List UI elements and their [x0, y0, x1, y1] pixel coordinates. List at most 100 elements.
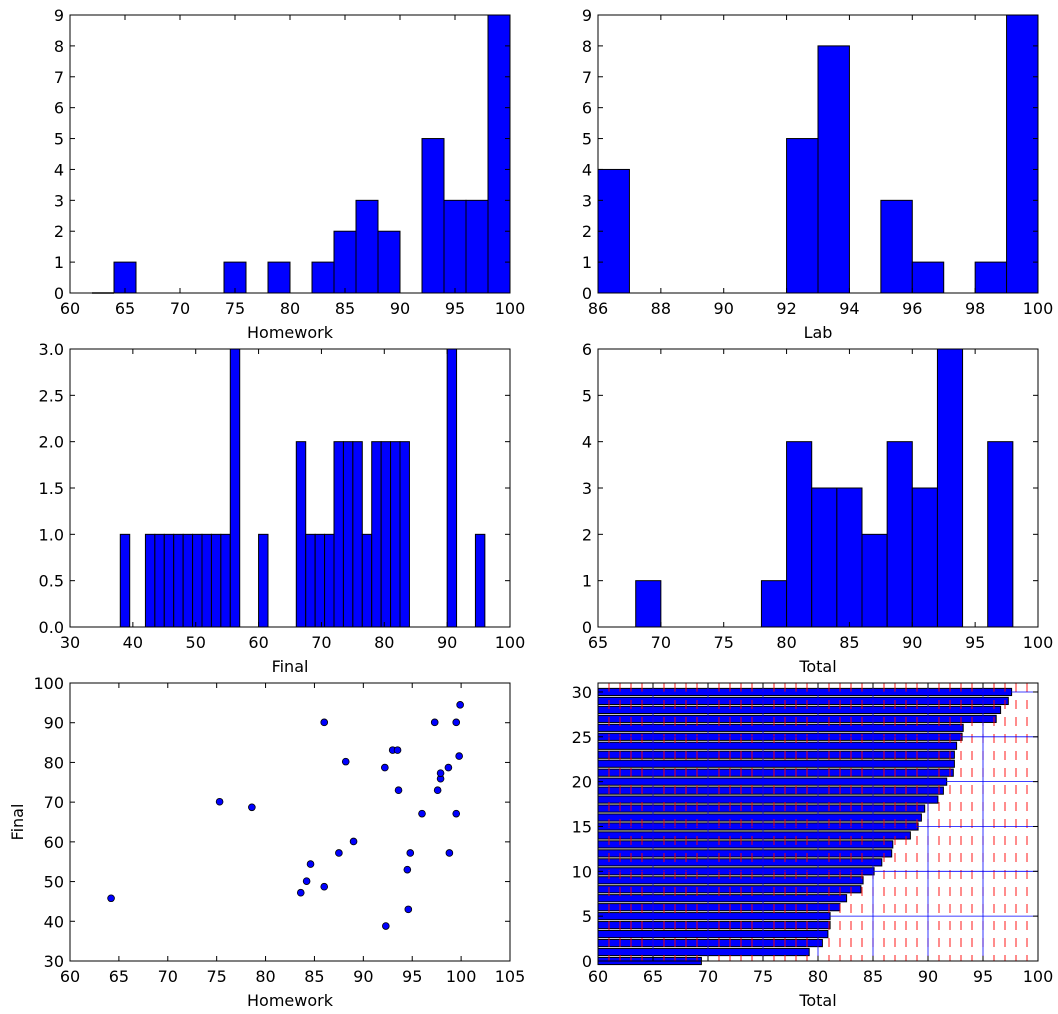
- x-tick-label: 70: [651, 633, 671, 652]
- histogram-bar: [144, 533, 156, 628]
- axes-frame: [597, 14, 1039, 294]
- histogram-bar: [380, 441, 392, 628]
- histogram-bar: [861, 533, 888, 628]
- y-tick-label: 25: [572, 728, 592, 747]
- x-tick-label: 80: [776, 633, 796, 652]
- histogram-bar: [163, 533, 175, 628]
- x-tick-label: 100: [1023, 633, 1054, 652]
- x-tick-label: 98: [965, 299, 985, 318]
- x-tick-label: 50: [186, 633, 206, 652]
- x-tick-label: 96: [902, 299, 922, 318]
- histogram-bar: [361, 533, 373, 628]
- y-axis-label: Final: [8, 804, 27, 841]
- x-tick-label: 60: [60, 299, 80, 318]
- scatter-point: [456, 701, 464, 709]
- chart-5: 60 65 70 75 80 85 90 95 100 105 30 40 50 60 70 80 90 100 H…: [8, 674, 525, 1010]
- x-axis-label: Homework: [247, 323, 334, 342]
- scatter-point: [320, 882, 329, 891]
- histogram-bar: [305, 533, 316, 628]
- histogram-bar: [880, 199, 913, 294]
- scatter-point: [107, 894, 115, 903]
- scatter-point: [418, 809, 426, 818]
- scatter-point: [335, 849, 343, 857]
- x-tick-label: 60: [588, 967, 608, 986]
- x-tick-label: 70: [698, 967, 718, 986]
- axes-frame: [69, 682, 511, 962]
- x-tick-label: 95: [402, 967, 422, 986]
- histogram-bar: [258, 533, 269, 628]
- scatter-point: [452, 718, 461, 727]
- y-tick-label: 60: [44, 833, 64, 852]
- horizontal-bar: [597, 768, 954, 777]
- chart-4: 65 70 75 80 85 90 95 100 0 1 2 3 4 5 6 Total: [582, 340, 1053, 676]
- scatter-point: [455, 752, 463, 760]
- histogram-bar: [911, 487, 938, 628]
- horizontal-bar: [597, 705, 1002, 714]
- x-tick-label: 65: [115, 299, 135, 318]
- histogram-bar: [399, 441, 410, 628]
- scatter-point: [296, 888, 305, 897]
- x-axis-label: Homework: [247, 991, 334, 1010]
- chart-6: 60 65 70 75 80 85 90 95 100 0 5 10 15 20 25 30 Total: [572, 682, 1053, 1010]
- x-tick-label: 80: [280, 299, 300, 318]
- y-tick-label: 10: [572, 862, 592, 881]
- horizontal-bar: [597, 714, 997, 723]
- histogram-bar: [295, 441, 307, 628]
- histogram-bar: [154, 533, 165, 628]
- y-tick-label: 1: [582, 572, 592, 591]
- x-axis-label: Final: [272, 657, 309, 676]
- y-tick-label: 0: [582, 952, 592, 971]
- y-tick-label: 7: [54, 68, 64, 87]
- scatter-point: [248, 803, 256, 812]
- y-tick-label: 20: [572, 773, 592, 792]
- histogram-bar: [817, 45, 850, 294]
- horizontal-bar: [597, 741, 958, 750]
- y-tick-label: 6: [582, 99, 592, 118]
- x-tick-label: 94: [839, 299, 859, 318]
- scatter-point: [445, 849, 454, 857]
- scatter-point: [215, 797, 224, 806]
- x-tick-label: 60: [60, 967, 80, 986]
- x-tick-label: 90: [353, 967, 373, 986]
- y-tick-label: 3: [582, 479, 592, 498]
- x-tick-label: 80: [374, 633, 394, 652]
- x-tick-label: 40: [123, 633, 143, 652]
- y-tick-label: 30: [44, 952, 64, 971]
- x-tick-label: 80: [255, 967, 275, 986]
- x-tick-label: 30: [60, 633, 80, 652]
- x-tick-label: 100: [1023, 299, 1054, 318]
- y-tick-label: 1: [582, 253, 592, 272]
- x-tick-label: 90: [390, 299, 410, 318]
- scatter-point: [393, 746, 402, 754]
- plot-area: [70, 349, 510, 627]
- histogram-bar: [324, 533, 335, 628]
- y-tick-label: 90: [44, 714, 64, 733]
- histogram-bar: [352, 441, 363, 628]
- y-tick-label: 4: [54, 160, 64, 179]
- y-tick-label: 70: [44, 793, 64, 812]
- scatter-point: [349, 837, 358, 846]
- scatter-point: [436, 769, 445, 777]
- horizontal-bar: [597, 786, 944, 795]
- chart-1: 60 65 70 75 80 85 90 95 100 0 1 2 3 4 5 6 7 8 9 Homework: [54, 6, 525, 342]
- horizontal-bar: [597, 858, 883, 867]
- scatter-point: [394, 786, 403, 795]
- y-tick-label: 0: [582, 618, 592, 637]
- y-tick-label: 1.5: [39, 479, 64, 498]
- histogram-bar: [974, 261, 1008, 294]
- scatter-point: [341, 757, 350, 766]
- horizontal-bar: [597, 930, 829, 939]
- x-tick-label: 92: [776, 299, 796, 318]
- x-tick-label: 100: [495, 633, 526, 652]
- y-tick-label: 100: [33, 674, 64, 693]
- x-tick-label: 100: [446, 967, 477, 986]
- y-tick-label: 2.0: [39, 433, 64, 452]
- x-tick-label: 90: [902, 633, 922, 652]
- scatter-point: [306, 860, 315, 868]
- y-tick-label: 5: [54, 130, 64, 149]
- histogram-bar: [119, 533, 131, 628]
- scatter-point: [430, 718, 439, 727]
- x-tick-label: 60: [248, 633, 268, 652]
- x-tick-label: 65: [588, 633, 608, 652]
- scatter-point: [382, 922, 390, 930]
